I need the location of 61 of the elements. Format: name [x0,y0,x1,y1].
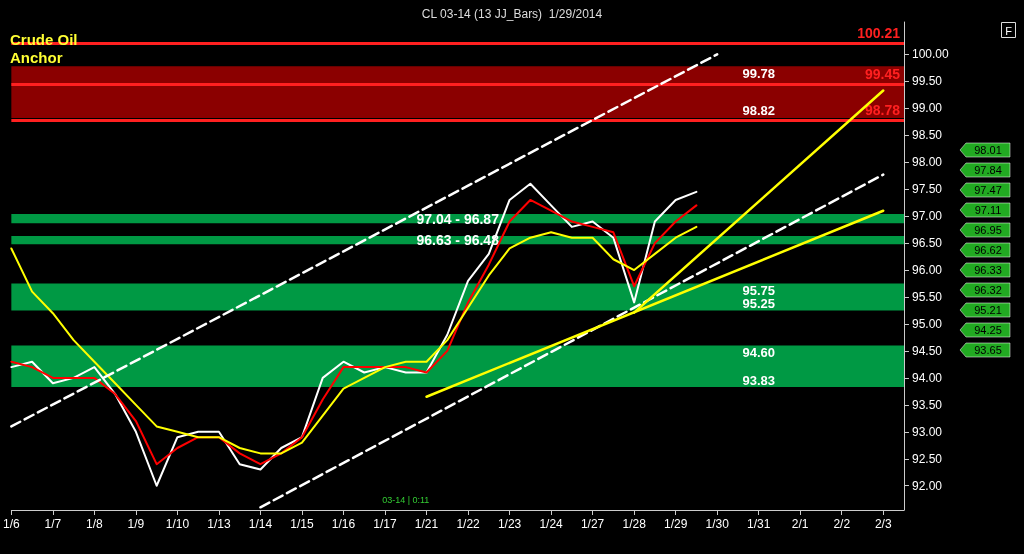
y-tick-label: 99.00 [912,101,943,116]
band-label: 97.04 - 96.87 [416,210,500,227]
ref-line-label: 99.45 [864,66,901,83]
text: 93.65 [974,344,1002,356]
x-tick-label: 1/17 [373,517,398,531]
text: 97.84 [974,164,1002,176]
chart-title: CL 03-14 (13 JJ_Bars) 1/29/2014 [421,7,603,21]
x-tick-label: 1/10 [165,517,190,531]
text: 95.21 [974,304,1002,316]
text: 97.47 [974,184,1002,196]
x-tick-label: 1/7 [44,517,62,531]
y-tick-label: 100.00 [912,47,950,62]
y-tick-label: 93.50 [912,397,943,412]
y-tick-label: 98.00 [912,155,943,170]
y-tick-label: 96.00 [912,263,943,278]
x-tick-label: 1/29 [663,517,688,531]
x-tick-label: 2/2 [833,517,851,531]
ref-line-label: 100.21 [857,25,901,42]
x-tick-label: 1/9 [127,517,145,531]
text: 97.11 [974,204,1002,216]
x-tick-label: 1/22 [456,517,481,531]
y-tick-label: 98.50 [912,128,943,143]
annotation: 99.78 [742,65,775,81]
x-tick-label: 1/27 [580,517,605,531]
text: F [1005,24,1013,37]
text: 96.95 [974,224,1002,236]
annotation: 03-14 | 0:11 [382,495,430,505]
y-tick-label: 95.50 [912,290,943,305]
y-tick-label: 97.50 [912,182,943,197]
text: 98.01 [974,144,1002,156]
y-tick-label: 95.00 [912,316,943,331]
x-tick-label: 1/31 [747,517,771,531]
x-tick-label: 1/16 [331,517,356,531]
y-tick-label: 92.50 [912,451,943,466]
x-tick-label: 1/13 [207,517,231,531]
x-tick-label: 1/30 [705,517,730,531]
text: 96.32 [974,284,1002,296]
x-tick-label: 1/14 [248,517,273,531]
x-tick-label: 1/21 [414,517,439,531]
y-tick-label: 94.50 [912,343,943,358]
y-tick-label: 99.50 [912,74,943,89]
y-tick-label: 96.50 [912,236,943,251]
x-tick-label: 1/15 [290,517,314,531]
x-tick-label: 1/6 [3,517,20,531]
x-tick-label: 1/28 [622,517,647,531]
text: 96.62 [974,244,1002,256]
y-tick-label: 94.00 [912,370,943,385]
annotation: 94.60 [742,345,775,361]
y-tick-label: 92.00 [912,478,943,493]
x-tick-label: 1/8 [86,517,104,531]
x-tick-label: 2/3 [874,517,892,531]
annotation: 98.82 [742,103,775,119]
text: 94.25 [974,324,1002,336]
x-tick-label: 1/24 [539,517,564,531]
annotation: 93.83 [742,372,775,388]
text: 96.33 [974,264,1002,276]
ref-line-label: 98.78 [864,102,901,119]
y-tick-label: 93.00 [912,424,943,439]
x-tick-label: 1/23 [497,517,522,531]
x-tick-label: 2/1 [791,517,809,531]
y-tick-label: 97.00 [912,209,943,224]
